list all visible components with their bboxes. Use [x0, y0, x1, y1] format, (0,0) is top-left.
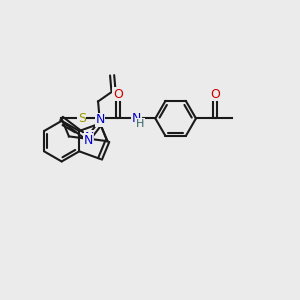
Text: H: H: [136, 119, 145, 129]
Text: N: N: [83, 134, 93, 147]
Text: N: N: [132, 112, 141, 125]
Text: N: N: [95, 113, 105, 126]
Text: N: N: [84, 131, 94, 144]
Text: S: S: [78, 112, 86, 125]
Text: O: O: [210, 88, 220, 100]
Text: O: O: [113, 88, 123, 100]
